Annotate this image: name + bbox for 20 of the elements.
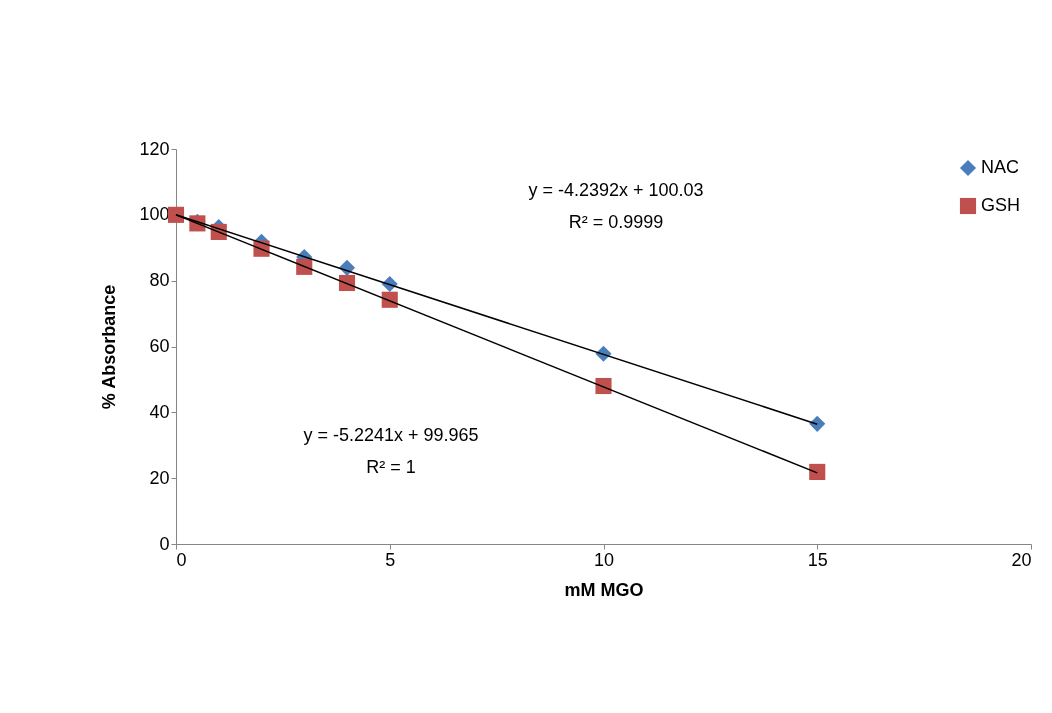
x-tick-label: 15 (807, 549, 828, 570)
x-tick-label: 0 (176, 549, 187, 570)
y-tick-label: 80 (149, 270, 170, 291)
y-tick-label: 100 (139, 204, 170, 225)
y-tick-label: 40 (149, 401, 170, 422)
y-axis-title: % Absorbance (99, 284, 120, 410)
x-axis-title: mM MGO (564, 579, 644, 600)
y-tick-label: 20 (149, 467, 170, 488)
x-tick-label: 20 (1011, 549, 1032, 570)
annotation: R² = 1 (366, 457, 416, 477)
annotation: y = -4.2392x + 100.03 (528, 180, 704, 200)
x-tick-label: 5 (385, 549, 396, 570)
annotation: y = -5.2241x + 99.965 (303, 425, 479, 445)
y-tick-label: 120 (139, 138, 170, 159)
annotation: R² = 0.9999 (568, 212, 664, 232)
y-tick-label: 0 (159, 533, 170, 554)
legend-label: NAC (981, 157, 1020, 177)
y-tick-label: 60 (149, 336, 170, 356)
x-tick-label: 10 (593, 549, 615, 570)
legend-label: GSH (981, 195, 1021, 215)
